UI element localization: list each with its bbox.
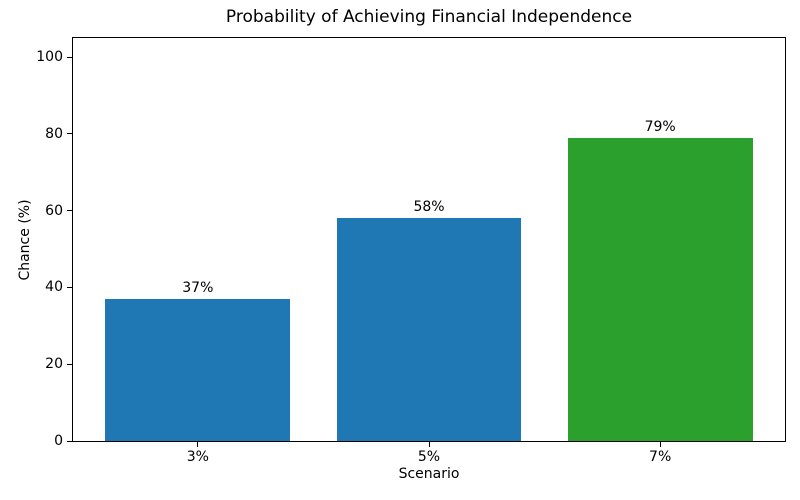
bar-2 bbox=[567, 137, 753, 441]
y-axis-title: Chance (%) bbox=[17, 199, 33, 281]
y-tick-label: 60 bbox=[45, 202, 63, 219]
x-tick-label: 5% bbox=[417, 449, 441, 465]
y-tick-mark bbox=[67, 56, 72, 58]
y-tick-mark bbox=[67, 133, 72, 135]
y-tick-label: 0 bbox=[54, 433, 63, 449]
y-tick-mark bbox=[67, 440, 72, 442]
bar-value-label: 37% bbox=[182, 279, 214, 296]
bar-0 bbox=[105, 299, 291, 441]
y-tick-mark bbox=[67, 363, 72, 365]
y-tick-label: 40 bbox=[45, 279, 63, 296]
x-tick-mark bbox=[197, 442, 199, 447]
x-tick-label: 3% bbox=[186, 449, 209, 465]
chart-title: Probability of Achieving Financial Indep… bbox=[225, 7, 633, 27]
plot-area: 0 20 40 60 80 100 37% 3% 58% 5% 79% 7% bbox=[36, 37, 786, 465]
y-tick-label: 80 bbox=[45, 125, 63, 142]
y-tick-label: 20 bbox=[45, 356, 63, 373]
x-axis-title: Scenario bbox=[398, 466, 460, 482]
x-tick-mark bbox=[428, 442, 430, 447]
y-tick-mark bbox=[67, 210, 72, 212]
bar-value-label: 58% bbox=[413, 199, 445, 216]
bar-value-label: 79% bbox=[644, 118, 676, 135]
y-tick-mark bbox=[67, 286, 72, 288]
x-tick-label: 7% bbox=[649, 449, 672, 465]
y-tick-label: 100 bbox=[36, 49, 63, 66]
bar-1 bbox=[336, 218, 522, 441]
x-tick-mark bbox=[659, 442, 661, 447]
